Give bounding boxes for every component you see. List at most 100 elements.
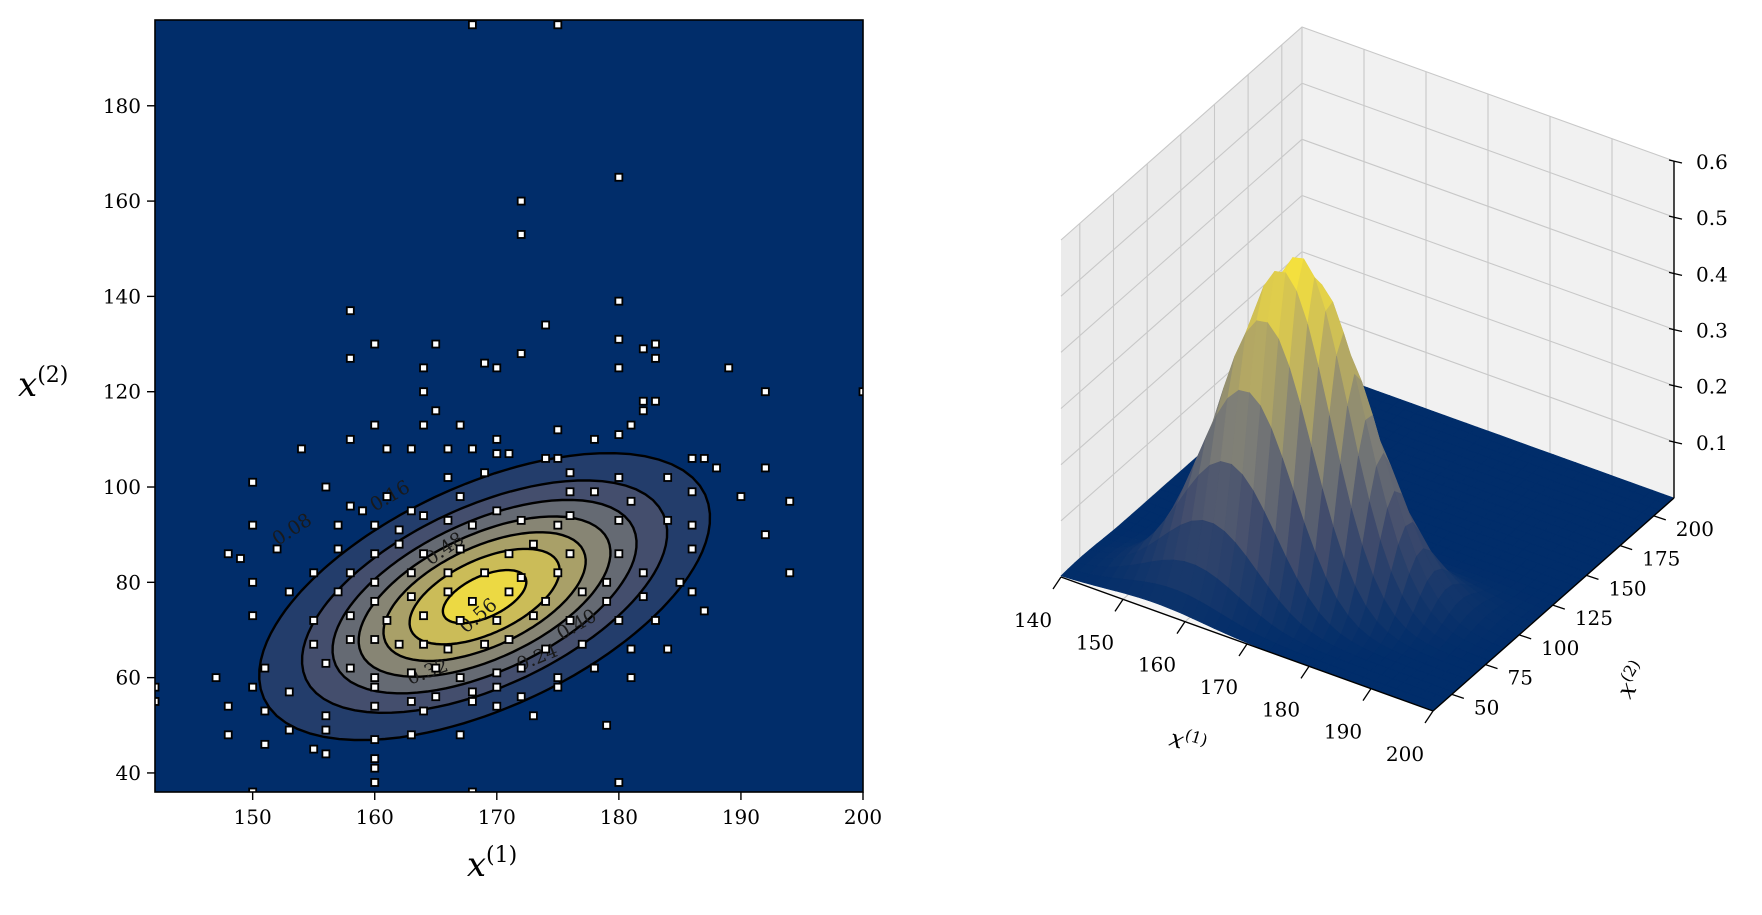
z-tick-label-3d: 0.1	[1696, 431, 1728, 455]
scatter-point	[467, 687, 477, 697]
scatter-point	[333, 544, 343, 554]
scatter-point	[492, 434, 502, 444]
scatter-point	[455, 544, 465, 554]
scatter-point	[516, 663, 526, 673]
x-tick-label: 190	[722, 805, 760, 829]
x-tick-label-3d: 160	[1138, 653, 1176, 677]
scatter-point	[370, 754, 380, 764]
scatter-point	[516, 349, 526, 358]
y-tick-label: 100	[103, 475, 141, 499]
scatter-point	[651, 396, 660, 406]
y-tick-label: 80	[116, 570, 141, 594]
surface-plot: 140 150 160 170 180 190 200 50 75 100 125 150 175 200…	[1014, 26, 1728, 766]
scatter-point	[419, 420, 428, 430]
scatter-point	[590, 663, 599, 673]
scatter-point	[248, 520, 258, 530]
scatter-point	[394, 539, 404, 549]
grid-line-z	[1060, 82, 1675, 297]
scatter-point	[614, 334, 624, 344]
scatter-point	[345, 663, 355, 673]
scatter-point	[614, 172, 624, 182]
scatter-point	[541, 644, 551, 654]
scatter-points	[155, 20, 863, 792]
scatter-point	[516, 230, 526, 239]
y-tick-label-3d: 100	[1541, 636, 1579, 660]
y-tick-label-3d: 150	[1608, 576, 1646, 600]
z-tick-label-3d: 0.2	[1696, 375, 1728, 399]
scatter-point	[272, 544, 282, 554]
scatter-point	[504, 449, 514, 459]
scatter-point	[467, 697, 477, 706]
z-tick-mark-3d	[1668, 215, 1683, 220]
scatter-point	[370, 763, 380, 773]
y-tick-label: 40	[116, 761, 141, 785]
scatter-point	[651, 339, 660, 349]
scatter-point	[419, 511, 428, 521]
scatter-point	[699, 606, 709, 616]
y-tick-mark-3d	[1619, 544, 1633, 551]
x-tick-label-3d: 200	[1386, 742, 1424, 766]
contour-band-0.56	[442, 570, 527, 624]
scatter-point	[345, 611, 355, 621]
x-tick-label-3d: 190	[1324, 720, 1362, 744]
y-tick-label-3d: 50	[1474, 695, 1499, 719]
x-tick-mark-3d	[1238, 643, 1248, 657]
scatter-point	[602, 596, 612, 606]
scatter-point	[431, 692, 441, 702]
scatter-point	[345, 306, 355, 316]
scatter-point	[155, 682, 160, 692]
scatter-point	[345, 353, 355, 363]
contour-fills	[259, 453, 710, 740]
scatter-point	[431, 339, 441, 349]
scatter-point	[370, 635, 380, 644]
grid-line-z	[1060, 26, 1675, 241]
x-tick-mark-3d	[1052, 576, 1062, 590]
x-tick-label: 160	[356, 805, 394, 829]
scatter-point	[529, 611, 538, 621]
scatter-point	[626, 496, 636, 506]
scatter-point	[370, 735, 380, 744]
scatter-point	[248, 611, 258, 621]
contour-lines	[258, 451, 712, 742]
scatter-point	[394, 525, 404, 535]
y-tick-label: 140	[103, 284, 141, 308]
scatter-point	[467, 787, 477, 792]
y-tick-mark-3d	[1485, 663, 1498, 670]
x-axis-label: x(1)	[467, 843, 517, 885]
scatter-point	[406, 592, 416, 602]
scatter-point	[370, 673, 380, 683]
scatter-point	[480, 568, 489, 578]
y-tick-label-3d: 75	[1508, 666, 1533, 690]
y-axis-label: x(2)	[18, 363, 68, 405]
scatter-point	[480, 358, 489, 368]
scatter-point	[541, 320, 551, 330]
scatter-point	[431, 663, 441, 673]
contour-line-0.4	[382, 531, 587, 663]
scatter-point	[345, 434, 355, 444]
scatter-point	[565, 616, 575, 625]
scatter-point	[321, 711, 331, 721]
scatter-point	[284, 725, 294, 735]
scatter-point	[602, 577, 612, 587]
scatter-point	[858, 387, 863, 397]
scatter-point	[406, 730, 416, 740]
scatter-point	[382, 444, 392, 454]
x-tick-label: 200	[844, 805, 882, 829]
x-tick-mark-3d	[1176, 621, 1186, 635]
scatter-point	[736, 492, 746, 501]
scatter-point	[638, 406, 648, 416]
scatter-point	[516, 196, 526, 206]
scatter-point	[370, 420, 380, 430]
scatter-point	[419, 387, 428, 397]
scatter-point	[455, 616, 465, 625]
scatter-point	[284, 587, 294, 597]
scatter-point	[236, 554, 245, 563]
y-tick-label-3d: 175	[1642, 547, 1680, 571]
scatter-point	[370, 596, 380, 606]
x-tick-label-3d: 150	[1076, 630, 1114, 654]
scatter-point	[626, 673, 636, 683]
y-tick-label-3d: 125	[1575, 606, 1613, 630]
x-axis-label-3d: x(1)	[1166, 721, 1210, 761]
scatter-point	[565, 511, 575, 521]
scatter-point	[370, 520, 380, 530]
